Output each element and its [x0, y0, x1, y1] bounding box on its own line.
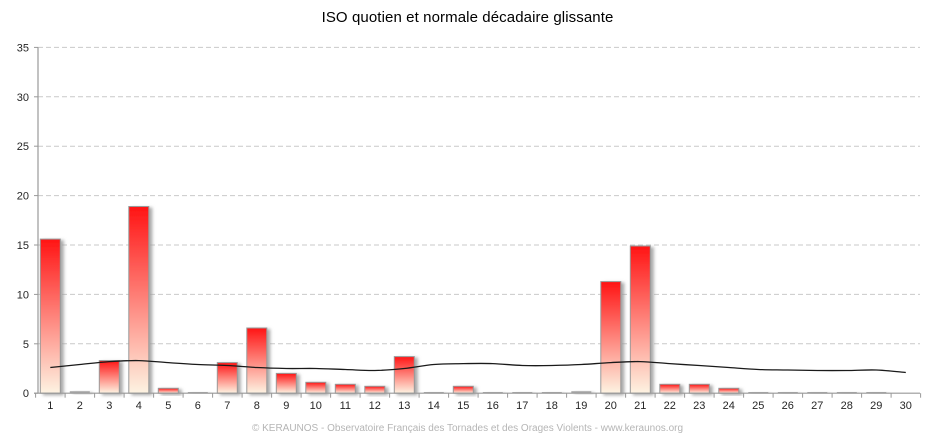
x-tick-label: 26 — [782, 400, 794, 412]
bar — [629, 245, 651, 394]
x-tick-label: 7 — [224, 400, 230, 412]
x-tick-label: 12 — [369, 400, 381, 412]
bar — [334, 383, 356, 394]
x-tick-label: 6 — [195, 400, 201, 412]
x-tick-label: 27 — [811, 400, 823, 412]
bar — [246, 327, 268, 394]
x-tick-label: 23 — [693, 400, 705, 412]
bar — [718, 387, 740, 394]
x-tick-label: 8 — [254, 400, 260, 412]
y-tick-label: 35 — [17, 42, 29, 54]
x-tick-label: 22 — [664, 400, 676, 412]
x-tick-label: 4 — [136, 400, 142, 412]
y-tick-label: 15 — [17, 240, 29, 252]
x-tick-label: 9 — [283, 400, 289, 412]
x-tick-label: 16 — [487, 400, 499, 412]
x-tick-label: 2 — [77, 400, 83, 412]
y-tick-label: 5 — [23, 339, 29, 351]
bar — [39, 238, 61, 394]
x-tick-label: 28 — [841, 400, 853, 412]
y-tick-label: 30 — [17, 92, 29, 104]
x-tick-label: 15 — [457, 400, 469, 412]
bar — [275, 372, 297, 394]
x-tick-label: 11 — [340, 400, 351, 412]
bar — [157, 387, 179, 394]
x-tick-label: 20 — [605, 400, 617, 412]
bar — [128, 206, 150, 394]
bar — [600, 281, 622, 394]
bar — [69, 391, 90, 394]
bar — [688, 383, 710, 394]
x-tick-label: 30 — [900, 400, 912, 412]
x-tick-label: 3 — [106, 400, 112, 412]
bar — [216, 362, 238, 394]
bar — [571, 391, 592, 394]
x-tick-label: 25 — [752, 400, 764, 412]
x-tick-label: 21 — [634, 400, 646, 412]
x-tick-label: 19 — [575, 400, 587, 412]
x-tick-label: 17 — [516, 400, 528, 412]
x-tick-label: 18 — [546, 400, 558, 412]
x-tick-label: 14 — [428, 400, 440, 412]
bar — [98, 360, 120, 394]
y-tick-label: 0 — [23, 388, 29, 400]
x-tick-label: 1 — [47, 400, 53, 412]
bar — [452, 385, 474, 394]
footer-credit: © KERAUNOS - Observatoire Français des T… — [251, 423, 684, 434]
x-tick-label: 5 — [165, 400, 171, 412]
bar — [393, 356, 415, 394]
y-tick-label: 10 — [17, 289, 29, 301]
y-tick-label: 20 — [17, 191, 29, 203]
y-tick-label: 25 — [17, 141, 29, 153]
bar — [659, 383, 681, 394]
bar — [305, 381, 327, 394]
bar — [364, 385, 386, 394]
x-tick-label: 29 — [870, 400, 882, 412]
normale-line — [50, 359, 906, 374]
x-tick-label: 10 — [310, 400, 322, 412]
x-tick-label: 24 — [723, 400, 735, 412]
x-tick-label: 13 — [398, 400, 410, 412]
chart-title: ISO quotien et normale décadaire glissan… — [321, 9, 614, 26]
